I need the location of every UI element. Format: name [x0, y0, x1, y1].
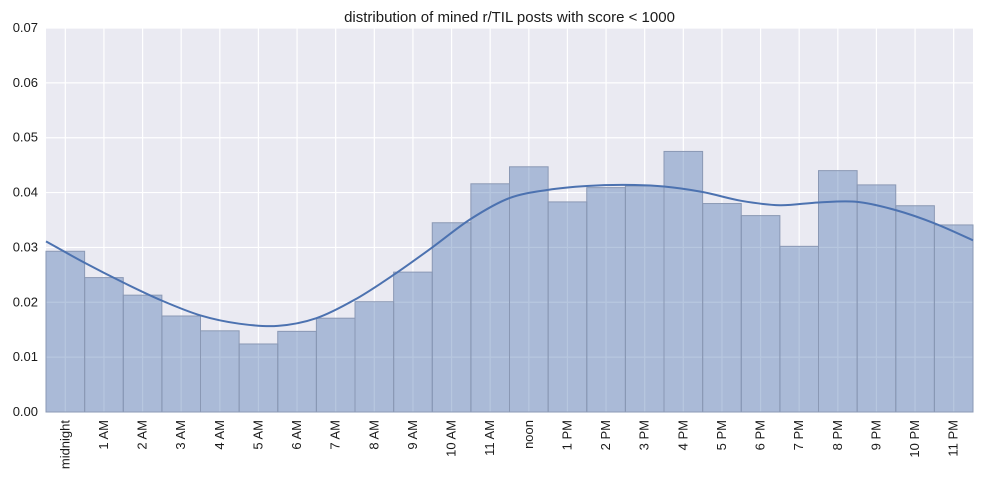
x-tick-label: 1 PM — [559, 420, 574, 450]
bar-2-am — [122, 294, 163, 413]
bar-4-am — [200, 330, 240, 413]
x-tick-label: midnight — [57, 420, 72, 470]
bar-9-pm — [856, 184, 897, 413]
chart-title: distribution of mined r/TIL posts with s… — [344, 9, 675, 26]
bar-8-pm — [818, 170, 858, 413]
bar-6-pm — [740, 215, 781, 413]
y-tick-label: 0.07 — [13, 20, 38, 35]
x-tick-label: 3 AM — [173, 420, 188, 450]
x-tick-label: 6 AM — [289, 420, 304, 450]
x-tick-label: 6 PM — [753, 420, 768, 450]
x-tick-label: 7 AM — [328, 420, 343, 450]
x-tick-label: 2 AM — [135, 420, 150, 450]
x-tick-label: 10 AM — [444, 420, 459, 457]
bar-midnight — [45, 250, 86, 413]
y-tick-label: 0.02 — [13, 294, 38, 309]
bar-1-am — [84, 277, 124, 413]
bar-1-pm — [547, 201, 588, 413]
bar-11-am — [470, 183, 510, 413]
x-tick-label: 1 AM — [96, 420, 111, 450]
x-tick-label: 9 PM — [868, 420, 883, 450]
bar-4-pm — [663, 150, 704, 413]
bar-8-am — [354, 301, 395, 413]
x-tick-label: 2 PM — [598, 420, 613, 450]
x-tick-label: 5 AM — [250, 420, 265, 450]
x-tick-label: 7 PM — [791, 420, 806, 450]
kde-curve — [45, 183, 974, 328]
bar-5-pm — [702, 203, 742, 413]
x-tick-label: 11 PM — [946, 420, 961, 457]
x-tick-label: 5 PM — [714, 420, 729, 450]
x-tick-label: 8 PM — [830, 420, 845, 450]
bar-7-pm — [779, 245, 819, 413]
y-tick-label: 0.04 — [13, 185, 38, 200]
x-tick-label: 3 PM — [637, 420, 652, 450]
x-tick-label: 8 AM — [366, 420, 381, 450]
y-tick-label: 0.03 — [13, 239, 38, 254]
bar-9-am — [393, 271, 433, 413]
y-tick-label: 0.01 — [13, 349, 38, 364]
y-axis-tick-labels: 0.00 0.01 0.02 0.03 0.04 0.05 0.06 0.07 — [13, 20, 38, 419]
bar-3-pm — [624, 185, 665, 413]
y-tick-label: 0.05 — [13, 130, 38, 145]
bar-noon — [509, 166, 549, 413]
grid-lines — [46, 27, 973, 413]
bars — [45, 150, 974, 413]
bar-11-pm — [933, 224, 974, 413]
bar-10-pm — [895, 205, 935, 413]
x-tick-label: 10 PM — [907, 420, 922, 458]
bar-5-am — [238, 343, 279, 413]
bar-7-am — [315, 317, 356, 413]
x-tick-label: 4 PM — [675, 420, 690, 450]
y-tick-label: 0.06 — [13, 75, 38, 90]
bar-2-pm — [586, 187, 626, 413]
x-tick-label: 9 AM — [405, 420, 420, 450]
bar-10-am — [431, 222, 472, 413]
y-tick-label: 0.00 — [13, 404, 38, 419]
bar-6-am — [277, 330, 317, 413]
x-tick-label: noon — [521, 420, 536, 449]
x-tick-label: 11 AM — [482, 420, 497, 456]
bar-3-am — [161, 315, 201, 413]
x-axis-tick-labels: midnight 1 AM 2 AM 3 AM 4 AM 5 AM 6 AM 7 AM 8 AM… — [57, 420, 960, 470]
x-tick-label: 4 AM — [212, 420, 227, 450]
